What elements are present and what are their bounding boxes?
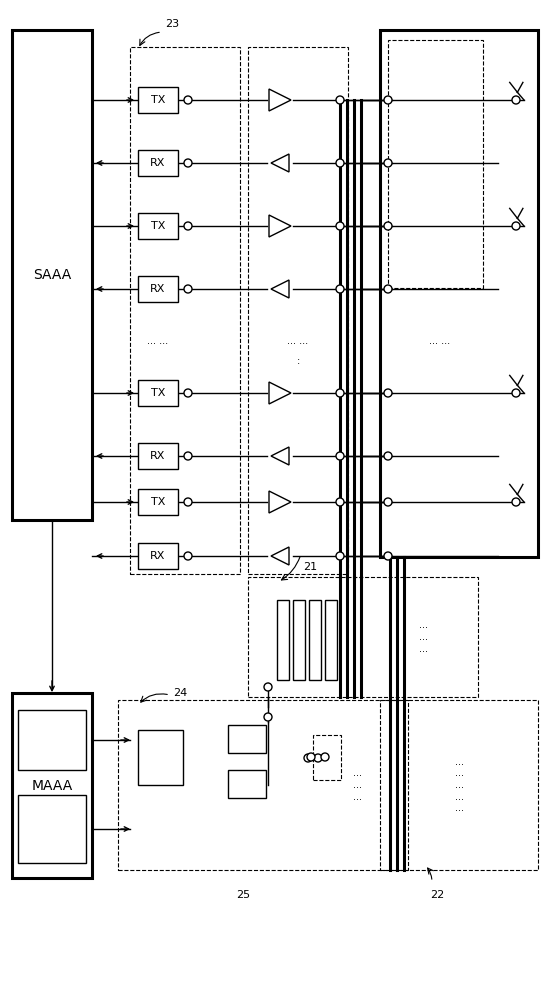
Text: RX: RX bbox=[150, 284, 166, 294]
Text: ...
...
...: ... ... ... bbox=[354, 768, 363, 802]
Circle shape bbox=[264, 713, 272, 721]
Bar bbox=[228, 725, 266, 753]
Bar bbox=[277, 600, 289, 680]
Bar bbox=[293, 600, 305, 680]
Text: TX: TX bbox=[151, 95, 165, 105]
Circle shape bbox=[512, 96, 520, 104]
Circle shape bbox=[384, 552, 392, 560]
Bar bbox=[18, 795, 86, 863]
Circle shape bbox=[184, 498, 192, 506]
Bar bbox=[313, 735, 341, 780]
Bar bbox=[138, 730, 183, 785]
Circle shape bbox=[336, 389, 344, 397]
Circle shape bbox=[336, 96, 344, 104]
Bar bbox=[118, 700, 408, 870]
Circle shape bbox=[384, 222, 392, 230]
Circle shape bbox=[384, 452, 392, 460]
Bar bbox=[309, 600, 321, 680]
Circle shape bbox=[184, 96, 192, 104]
Bar bbox=[138, 276, 178, 302]
Circle shape bbox=[184, 285, 192, 293]
Bar bbox=[388, 40, 483, 288]
Circle shape bbox=[512, 498, 520, 506]
Text: TX: TX bbox=[151, 388, 165, 398]
Circle shape bbox=[512, 389, 520, 397]
Circle shape bbox=[512, 222, 520, 230]
Text: TX: TX bbox=[151, 497, 165, 507]
Text: MAAA: MAAA bbox=[31, 778, 73, 792]
Bar bbox=[248, 47, 348, 574]
Circle shape bbox=[314, 754, 322, 762]
Bar bbox=[12, 693, 92, 878]
Text: RX: RX bbox=[150, 551, 166, 561]
Circle shape bbox=[384, 285, 392, 293]
Bar bbox=[130, 47, 240, 574]
Circle shape bbox=[184, 389, 192, 397]
Text: ... ...: ... ... bbox=[148, 336, 169, 346]
Circle shape bbox=[384, 389, 392, 397]
Circle shape bbox=[336, 498, 344, 506]
Circle shape bbox=[336, 452, 344, 460]
Text: ... ...: ... ... bbox=[429, 336, 450, 346]
Bar bbox=[138, 87, 178, 113]
Circle shape bbox=[304, 754, 312, 762]
Circle shape bbox=[184, 452, 192, 460]
Circle shape bbox=[307, 753, 315, 761]
Bar bbox=[248, 577, 478, 697]
Text: RX: RX bbox=[150, 158, 166, 168]
Circle shape bbox=[184, 222, 192, 230]
Circle shape bbox=[336, 222, 344, 230]
Circle shape bbox=[321, 753, 329, 761]
Circle shape bbox=[336, 159, 344, 167]
Text: TX: TX bbox=[151, 221, 165, 231]
Circle shape bbox=[336, 552, 344, 560]
Bar bbox=[18, 710, 86, 770]
Bar bbox=[138, 380, 178, 406]
Bar bbox=[12, 30, 92, 520]
Bar bbox=[138, 150, 178, 176]
Bar bbox=[138, 543, 178, 569]
Bar bbox=[138, 489, 178, 515]
Text: 25: 25 bbox=[236, 890, 250, 900]
Bar bbox=[228, 770, 266, 798]
Circle shape bbox=[336, 285, 344, 293]
Circle shape bbox=[384, 96, 392, 104]
Text: ... ...: ... ... bbox=[288, 336, 309, 346]
Text: 21: 21 bbox=[303, 562, 317, 572]
Text: SAAA: SAAA bbox=[33, 268, 71, 282]
Text: 22: 22 bbox=[430, 890, 444, 900]
Bar bbox=[138, 213, 178, 239]
Bar bbox=[325, 600, 337, 680]
Circle shape bbox=[264, 683, 272, 691]
Text: 23: 23 bbox=[165, 19, 179, 29]
Bar bbox=[138, 443, 178, 469]
Circle shape bbox=[184, 552, 192, 560]
Text: :: : bbox=[296, 356, 300, 366]
Text: 24: 24 bbox=[173, 688, 187, 698]
Bar bbox=[380, 30, 538, 557]
Circle shape bbox=[184, 159, 192, 167]
Text: ...
...
...: ... ... ... bbox=[419, 620, 428, 654]
Circle shape bbox=[384, 498, 392, 506]
Circle shape bbox=[384, 159, 392, 167]
Bar bbox=[380, 700, 538, 870]
Text: ...
...
...
...
...: ... ... ... ... ... bbox=[455, 757, 463, 813]
Text: RX: RX bbox=[150, 451, 166, 461]
